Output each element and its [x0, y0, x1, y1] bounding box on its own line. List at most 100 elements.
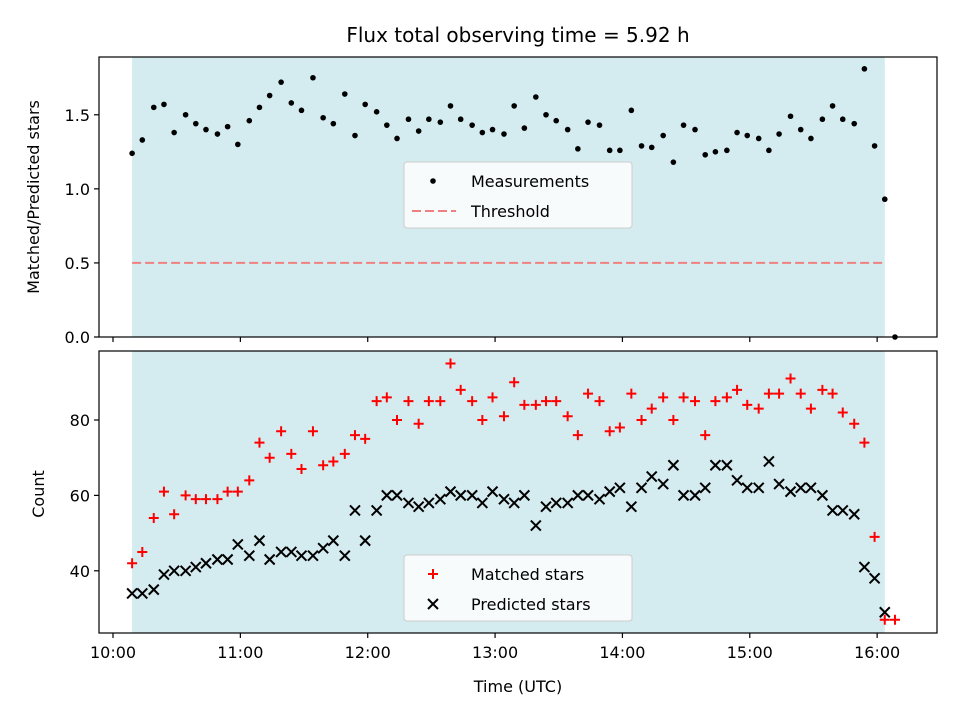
- predicted-star-point: [805, 482, 817, 494]
- matched-star-point: [583, 388, 594, 399]
- measurement-point: [596, 122, 603, 128]
- matched-star-point: [690, 396, 701, 407]
- predicted-star-point: [412, 500, 425, 513]
- predicted-star-point: [359, 534, 371, 547]
- matched-star-point: [423, 396, 434, 407]
- x-tick-label: 10:00: [90, 643, 136, 662]
- matched-star-point: [445, 358, 456, 369]
- legend-label: Measurements: [471, 172, 589, 191]
- measurement-point: [139, 137, 146, 143]
- matched-star-point: [509, 377, 520, 388]
- predicted-star-point: [752, 482, 765, 494]
- measurement-point: [192, 120, 199, 127]
- matched-star-point: [190, 494, 201, 505]
- predicted-star-point: [646, 470, 658, 483]
- measurement-point: [606, 147, 613, 154]
- measurement-point: [543, 111, 549, 118]
- measurement-point: [256, 104, 263, 111]
- matched-star-point: [551, 396, 562, 407]
- measurement-point: [660, 132, 666, 139]
- predicted-star-point: [677, 489, 690, 502]
- legend-box: [403, 161, 633, 229]
- measurement-point: [851, 120, 858, 127]
- matched-star-point: [626, 388, 637, 399]
- predicted-star-point: [635, 482, 648, 494]
- matched-star-point: [232, 486, 243, 497]
- predicted-star-point: [295, 550, 308, 562]
- measurement-point: [352, 132, 358, 139]
- matched-star-point: [148, 513, 159, 524]
- measurement-point: [617, 147, 623, 154]
- matched-star-point: [403, 396, 414, 407]
- predicted-star-point: [795, 482, 807, 494]
- measurement-point: [585, 119, 591, 125]
- matched-star-point: [254, 437, 265, 448]
- matched-star-point: [889, 614, 900, 625]
- matched-star-point: [869, 531, 880, 542]
- matched-star-point: [594, 396, 605, 407]
- predicted-star-point: [243, 550, 255, 562]
- matched-star-point: [658, 392, 669, 403]
- measurement-point: [521, 125, 528, 131]
- predicted-star-point: [317, 542, 329, 554]
- predicted-star-point: [221, 553, 234, 566]
- predicted-star-point: [327, 534, 340, 547]
- matched-star-point: [328, 456, 339, 467]
- matched-star-point: [668, 414, 679, 425]
- chart-title: Flux total observing time = 5.92 h: [346, 23, 689, 47]
- measurement-point: [839, 116, 846, 123]
- matched-star-point: [519, 399, 530, 410]
- predicted-star-point: [232, 538, 244, 551]
- predicted-star-point: [826, 504, 839, 517]
- measurement-point: [776, 131, 782, 137]
- measurement-point: [553, 117, 560, 124]
- matched-star-point: [785, 373, 796, 384]
- y-tick-label: 1.5: [65, 106, 90, 125]
- matched-star-point: [137, 546, 148, 557]
- x-tick-label: 14:00: [599, 643, 645, 662]
- legend-label: Threshold: [470, 202, 550, 221]
- predicted-star-point: [848, 508, 860, 520]
- measurement-point: [214, 131, 221, 137]
- matched-star-point: [381, 392, 392, 403]
- predicted-star-point: [582, 489, 594, 502]
- predicted-star-point: [498, 493, 510, 505]
- predicted-star-point: [158, 568, 170, 581]
- predicted-star-point: [773, 478, 785, 490]
- top-y-axis-label: Matched/Predicted stars: [24, 100, 43, 294]
- measurement-point: [628, 107, 635, 114]
- measurement-point: [533, 94, 539, 100]
- matched-star-point: [732, 384, 743, 395]
- predicted-star-point: [540, 500, 552, 513]
- predicted-star-point: [721, 459, 733, 471]
- matched-star-point: [879, 614, 890, 625]
- matched-star-point: [127, 558, 138, 569]
- measurement-point: [373, 109, 380, 115]
- predicted-star-point: [136, 587, 149, 600]
- measurement-point: [447, 103, 454, 109]
- matched-star-point: [710, 396, 721, 407]
- predicted-star-point: [339, 550, 351, 562]
- predicted-star-point: [784, 485, 797, 498]
- matched-star-point: [753, 403, 764, 414]
- matched-star-point: [158, 486, 169, 497]
- measurement-point: [426, 116, 432, 123]
- measurement-point: [797, 126, 804, 133]
- matched-star-point: [859, 437, 870, 448]
- matched-star-point: [763, 388, 774, 399]
- measurement-point: [638, 143, 645, 149]
- matched-star-point: [827, 388, 838, 399]
- y-tick-label: 0.0: [65, 328, 90, 347]
- matched-star-point: [413, 418, 424, 429]
- measurement-point: [702, 151, 709, 158]
- y-tick-label: 1.0: [65, 180, 90, 199]
- measurement-point: [501, 131, 507, 137]
- predicted-star-point: [763, 455, 775, 468]
- predicted-star-point: [253, 534, 266, 547]
- measurement-point: [394, 135, 400, 142]
- matched-star-point: [244, 475, 255, 486]
- matched-star-point: [222, 486, 233, 497]
- measurement-point: [712, 149, 719, 155]
- y-tick-label: 80: [70, 411, 90, 430]
- measurement-point: [129, 150, 135, 157]
